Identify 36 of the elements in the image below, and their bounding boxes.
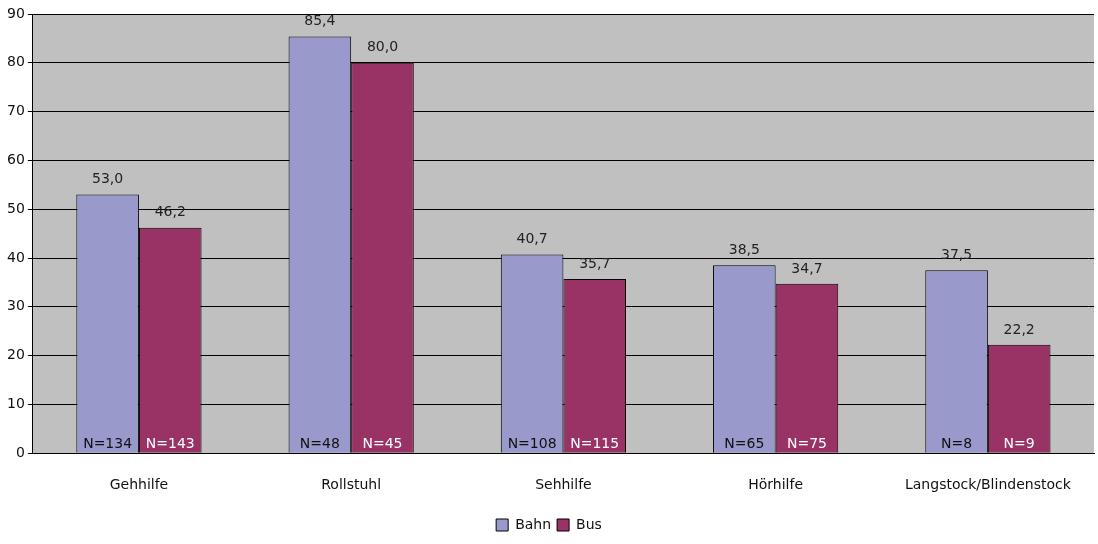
annotation: N=115: [570, 434, 620, 451]
annotation: N=48: [299, 434, 340, 451]
data-label: 22,2: [1003, 320, 1035, 337]
data-label: 35,7: [579, 254, 611, 271]
annotation: N=75: [786, 434, 827, 451]
y-tick-label: 10: [6, 395, 25, 412]
data-label: 85,4: [304, 12, 336, 29]
annotation: N=143: [145, 434, 195, 451]
y-tick-label: 90: [6, 4, 25, 21]
data-label: 37,5: [940, 245, 973, 262]
data-label: 40,7: [516, 230, 548, 247]
data-label: 80,0: [366, 38, 399, 55]
data-label: 53,0: [92, 170, 124, 187]
annotation: N=45: [362, 434, 403, 451]
annotation: N=134: [83, 434, 133, 451]
annotation: N=65: [724, 434, 765, 451]
y-tick-label: 70: [6, 102, 25, 119]
x-tick-label: Sehhilfe: [535, 476, 592, 493]
y-tick-label: 20: [6, 346, 25, 363]
x-tick-label: Hörhilfe: [748, 476, 804, 493]
x-tick-label: Rollstuhl: [321, 476, 382, 493]
y-tick-label: 50: [6, 199, 25, 216]
y-tick-label: 30: [6, 297, 25, 314]
y-tick-label: 60: [6, 151, 25, 168]
data-label: 34,7: [791, 259, 823, 276]
x-tick-label: Langstock/Blindenstock: [904, 476, 1072, 493]
legend-label: Bus: [576, 515, 602, 532]
y-tick-label: 40: [6, 248, 25, 265]
y-tick-label: 0: [15, 443, 25, 460]
annotation: N=108: [507, 434, 557, 451]
annotation: N=9: [1003, 434, 1035, 451]
y-tick-label: 80: [6, 53, 25, 70]
x-tick-label: Gehhilfe: [109, 476, 169, 493]
annotation: N=8: [941, 434, 973, 451]
data-label: 38,5: [728, 240, 760, 257]
legend-label: Bahn: [515, 515, 552, 532]
